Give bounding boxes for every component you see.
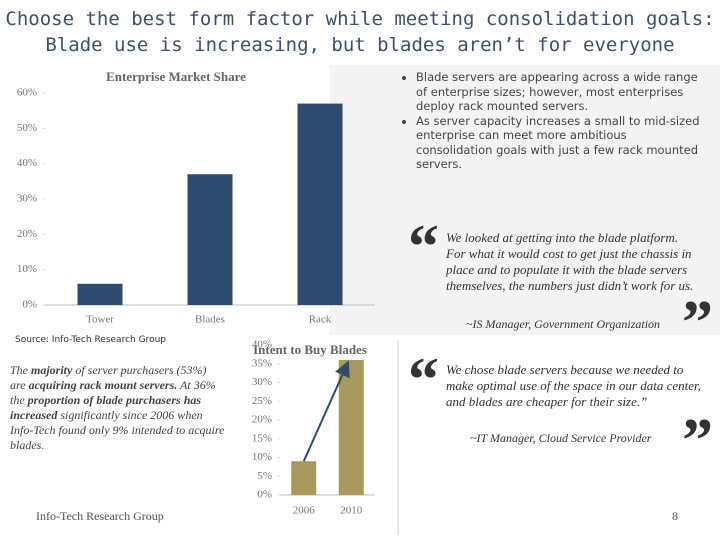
y-tick-label: 20% bbox=[17, 228, 37, 240]
trend-arrow bbox=[302, 360, 350, 462]
y-tick-label: 35% bbox=[252, 357, 272, 369]
chart-title: Intent to Buy Blades bbox=[253, 342, 367, 357]
text: At 36% the bbox=[10, 378, 216, 407]
bar bbox=[297, 103, 343, 305]
title-line: Blade use is increasing, but blades aren… bbox=[45, 34, 675, 56]
emphasis: proportion of blade purchasers has incre… bbox=[10, 393, 202, 422]
y-tick-label: 0% bbox=[257, 489, 272, 501]
y-tick-label: 30% bbox=[252, 376, 272, 388]
title: Choose the best form factor while meetin… bbox=[0, 6, 720, 58]
chart-title: Enterprise Market Share bbox=[106, 69, 246, 84]
x-tick-label: Blades bbox=[195, 314, 225, 326]
text: significantly since 2006 when Info-Tech … bbox=[10, 408, 225, 452]
quote-text: We chose blade servers because we needed… bbox=[446, 362, 701, 409]
title-line: Choose the best form factor while meetin… bbox=[5, 8, 715, 30]
background-image bbox=[330, 65, 720, 335]
emphasis: majority bbox=[31, 363, 73, 377]
close-quote: ” bbox=[682, 289, 713, 357]
source: Source: Info-Tech Research Group bbox=[15, 335, 166, 345]
quote-author: ~IS Manager, Government Organization bbox=[466, 317, 661, 331]
page-number: 8 bbox=[672, 509, 678, 523]
y-tick-label: 15% bbox=[252, 432, 272, 444]
y-tick-label: 10% bbox=[17, 263, 37, 275]
y-tick-label: 10% bbox=[252, 451, 272, 463]
bar bbox=[291, 461, 317, 495]
text: of server purchasers (53%) are bbox=[10, 363, 207, 392]
y-tick-label: 40% bbox=[17, 157, 37, 169]
y-tick-label: 30% bbox=[17, 193, 37, 205]
y-tick-label: 20% bbox=[252, 414, 272, 426]
x-tick-label: Tower bbox=[86, 314, 114, 326]
paragraph: The majority of server purchasers (53%) … bbox=[10, 363, 225, 453]
open-quote: “ bbox=[408, 213, 439, 281]
bar bbox=[187, 174, 233, 305]
x-tick-label: 2006 bbox=[293, 505, 316, 517]
quote-text: We looked at getting into the blade plat… bbox=[446, 230, 694, 293]
bar bbox=[338, 360, 364, 495]
x-tick-label: Rack bbox=[309, 314, 332, 326]
bullet: As server capacity increases a small to … bbox=[416, 114, 702, 172]
y-tick-label: 50% bbox=[17, 122, 37, 134]
bullet: Blade servers are appearing across a wid… bbox=[416, 70, 702, 114]
quote-author: ~IT Manager, Cloud Service Provider bbox=[470, 431, 652, 445]
emphasis: acquiring rack mount servers. bbox=[28, 378, 178, 392]
y-tick-label: 0% bbox=[22, 299, 37, 311]
y-tick-label: 60% bbox=[17, 87, 37, 99]
y-tick-label: 40% bbox=[252, 339, 272, 351]
x-tick-label: 2010 bbox=[340, 505, 363, 517]
y-tick-label: 25% bbox=[252, 395, 272, 407]
footer-org: Info-Tech Research Group bbox=[36, 509, 164, 523]
y-tick-label: 5% bbox=[257, 470, 272, 482]
bullets: Blade servers are appearing across a wid… bbox=[402, 70, 702, 172]
text: The bbox=[10, 363, 31, 377]
close-quote: ” bbox=[682, 407, 713, 475]
open-quote: “ bbox=[408, 346, 439, 414]
bar bbox=[77, 283, 123, 305]
